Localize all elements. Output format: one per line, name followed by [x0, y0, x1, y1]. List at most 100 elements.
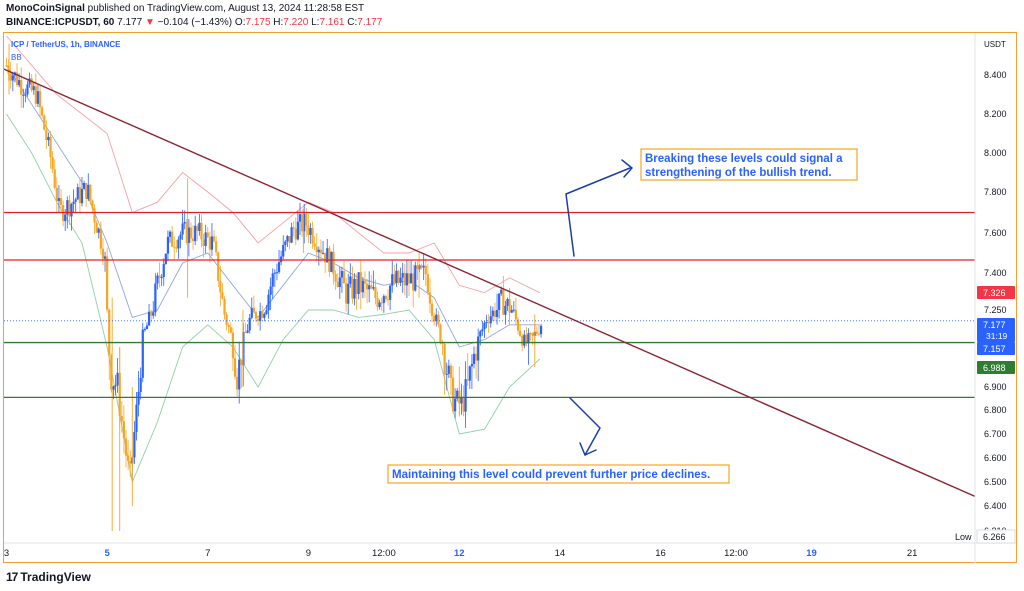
candle-body — [537, 333, 541, 335]
candle-body — [336, 281, 339, 287]
candle — [204, 224, 207, 254]
candle — [175, 239, 178, 253]
candle — [68, 195, 71, 225]
footer: 17 TradingView — [0, 563, 1024, 591]
candle — [290, 222, 293, 244]
candle — [363, 271, 367, 298]
y-tick-label: 6.400 — [984, 501, 1007, 511]
plot-area — [4, 35, 975, 531]
candle-body — [334, 274, 337, 282]
candle — [332, 243, 335, 285]
candle — [353, 273, 356, 306]
candle — [403, 263, 406, 296]
candle — [171, 226, 174, 248]
candle-body — [108, 309, 111, 356]
candle-body — [422, 265, 425, 268]
candle-body — [405, 273, 409, 286]
candle — [334, 270, 337, 290]
candle-body — [168, 231, 172, 237]
candle — [351, 266, 354, 304]
candle-body — [45, 129, 48, 141]
candle — [416, 261, 419, 280]
bb-upper-line — [6, 35, 540, 294]
candle — [324, 252, 327, 273]
candle — [470, 354, 473, 389]
candle-body — [479, 331, 482, 337]
candle — [342, 261, 346, 284]
author-name[interactable]: MonoCoinSignal — [6, 3, 85, 14]
candle — [397, 269, 400, 285]
candle-body — [361, 280, 364, 293]
candle-body — [89, 184, 92, 201]
candle-body — [491, 310, 494, 317]
chart-canvas[interactable]: Breaking these levels could signal a stre… — [0, 0, 1024, 563]
candle-body — [80, 188, 84, 204]
candle — [229, 322, 232, 334]
candle — [445, 362, 448, 391]
candle-body — [85, 183, 88, 199]
candle-body — [124, 438, 128, 456]
candle — [495, 293, 499, 325]
candle — [493, 302, 497, 322]
candle — [336, 273, 339, 288]
candle-body — [95, 222, 98, 233]
candle — [529, 331, 532, 341]
candle — [275, 263, 279, 281]
candle-body — [72, 201, 75, 205]
candle — [282, 235, 285, 260]
price-tag: 7.157 — [977, 342, 1015, 355]
candle-body — [5, 65, 8, 67]
candle — [114, 374, 117, 396]
low-value: 7.161 — [319, 17, 345, 28]
candle-body — [521, 335, 524, 346]
candle — [233, 344, 237, 380]
candle — [280, 250, 283, 266]
candle-body — [116, 372, 119, 386]
candle-body — [340, 270, 344, 278]
bullish-arrowhead-icon — [621, 159, 633, 178]
legend-indicator[interactable]: BB — [11, 53, 22, 62]
candle-body — [70, 204, 73, 217]
y-tick-label: 8.400 — [984, 70, 1007, 80]
candle — [401, 262, 404, 293]
tradingview-logo[interactable]: 17 TradingView — [6, 570, 91, 584]
legend-symbol[interactable]: ICP / TetherUS, 1h, BINANCE — [11, 40, 121, 49]
candle — [435, 308, 438, 327]
candle-body — [47, 136, 50, 141]
candle — [156, 272, 159, 290]
price-tag-countdown: 31:19 — [986, 331, 1008, 341]
candle-body — [191, 238, 195, 242]
candle — [265, 304, 268, 315]
candle — [127, 440, 130, 471]
candle-body — [210, 236, 214, 250]
candle-body — [43, 115, 46, 130]
candle-body — [296, 221, 299, 240]
candle-body — [36, 91, 40, 104]
price-tag-text: 6.988 — [983, 363, 1006, 373]
high-value: 7.220 — [283, 17, 309, 28]
candle-body — [248, 317, 251, 331]
candle — [506, 297, 509, 311]
chart-frame[interactable] — [3, 32, 1017, 563]
candle-body — [506, 299, 509, 306]
candle — [252, 295, 255, 313]
candle-body — [103, 256, 107, 259]
candle-body — [493, 310, 497, 317]
candle — [345, 277, 348, 312]
candle-body — [49, 136, 52, 158]
bearish-arrowhead-icon — [579, 442, 597, 456]
candle-body — [238, 359, 241, 390]
candle-body — [156, 275, 159, 284]
candle-body — [26, 84, 29, 95]
candle — [173, 236, 176, 260]
price-change: −0.104 (−1.43%) — [157, 17, 233, 28]
candle — [217, 251, 220, 288]
candle — [426, 263, 429, 296]
candle — [196, 223, 199, 241]
candle-body — [99, 228, 102, 249]
candle — [527, 328, 530, 365]
candle-body — [292, 227, 295, 229]
candle-body — [525, 334, 528, 344]
candle-body — [468, 366, 471, 381]
candle-body — [376, 297, 379, 308]
